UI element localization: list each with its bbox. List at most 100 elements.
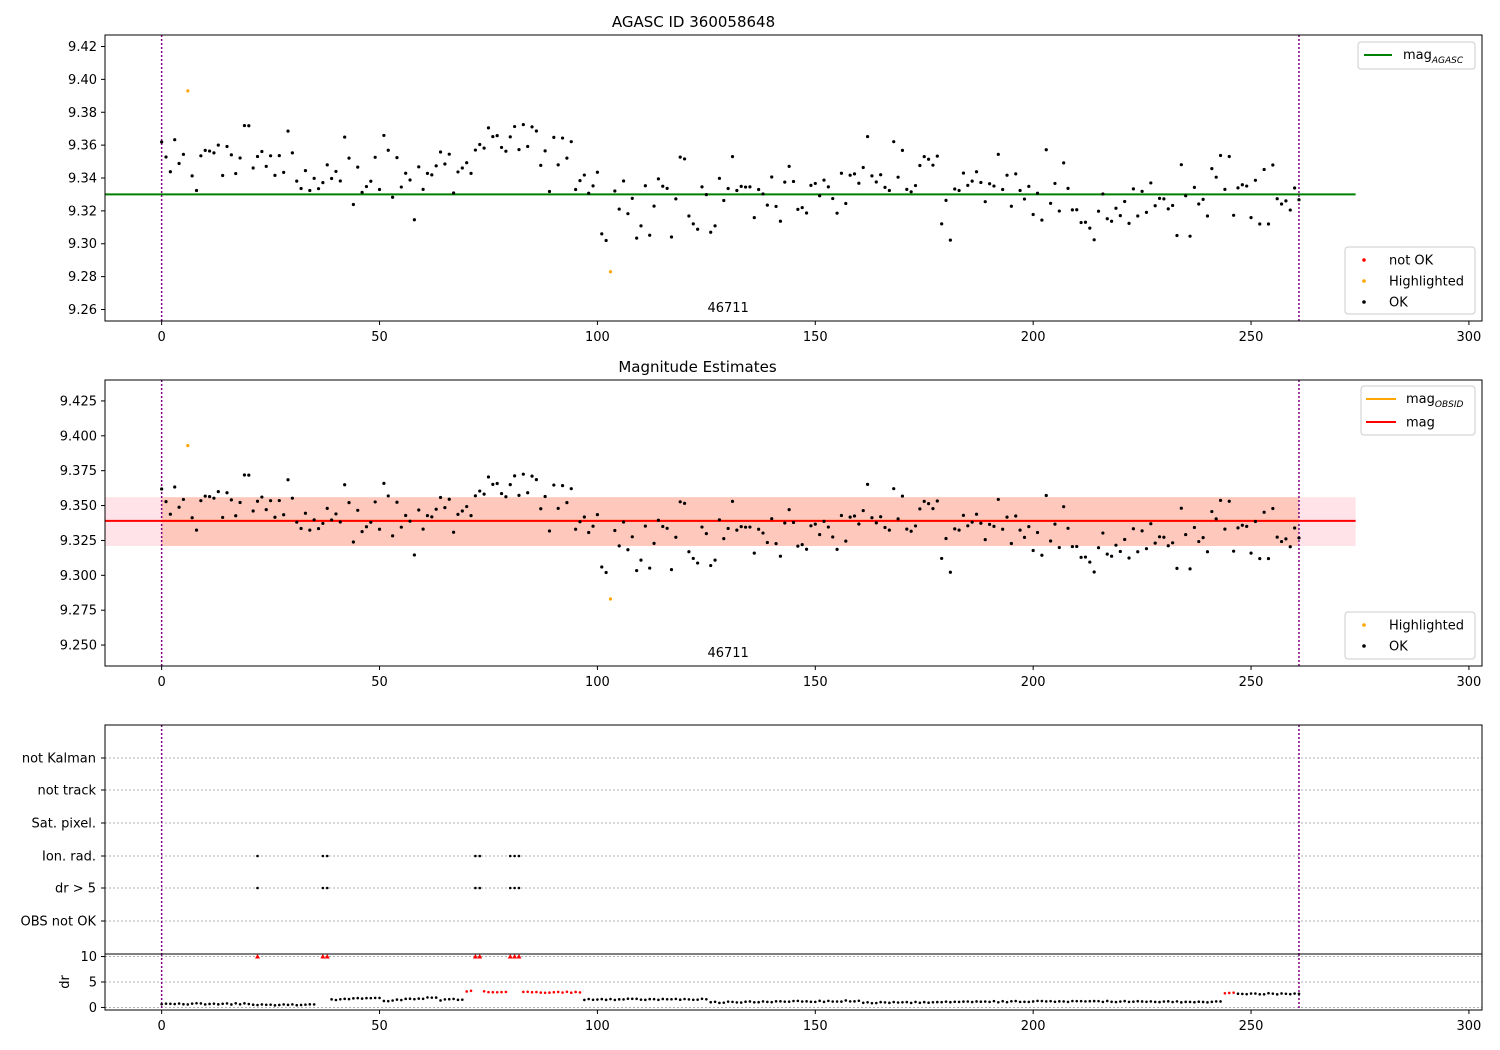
dr-point [1166, 1000, 1170, 1003]
data-point [164, 500, 168, 504]
legend-label: Highlighted [1389, 619, 1464, 634]
data-point [931, 507, 935, 511]
dr-point [630, 997, 634, 1001]
data-point [425, 171, 430, 175]
dr-point [722, 1001, 726, 1004]
data-point [613, 528, 617, 533]
dr-point [652, 997, 656, 1001]
data-point [1070, 208, 1074, 212]
data-point [770, 175, 774, 179]
data-point [778, 219, 783, 223]
data-point [1040, 218, 1044, 222]
data-point [173, 138, 177, 142]
data-point [1027, 184, 1031, 188]
data-point [547, 529, 552, 533]
dr-point [874, 1001, 878, 1005]
data-point [1249, 216, 1253, 220]
data-point [643, 524, 647, 528]
legend-label: magOBSID [1406, 392, 1464, 410]
legend-label: magAGASC [1403, 48, 1464, 66]
dr-point [1197, 1000, 1201, 1004]
data-point [1262, 510, 1266, 514]
data-point [569, 487, 573, 491]
dr-point [413, 997, 416, 1001]
dr-point [330, 998, 333, 1001]
dr-point [766, 1000, 769, 1004]
dr-point [774, 1000, 778, 1003]
data-point [813, 522, 817, 526]
dr-point [256, 1003, 259, 1007]
y-tick-label: 9.350 [60, 499, 97, 514]
data-point [395, 156, 399, 160]
legend-marker [1362, 300, 1366, 304]
legend-point-flags [1344, 246, 1476, 315]
dr-point [443, 998, 447, 1001]
data-point [970, 179, 974, 183]
data-point [417, 165, 421, 169]
data-point [325, 163, 329, 167]
dr-point [1101, 1000, 1105, 1004]
data-point [1123, 199, 1127, 204]
dr-point [1071, 999, 1074, 1003]
dr-point [1267, 991, 1270, 995]
dr-point [853, 1000, 856, 1003]
x-tick-label: 300 [1457, 675, 1482, 690]
data-point [1014, 172, 1018, 176]
data-point [1040, 553, 1044, 557]
axes-2 [104, 379, 1483, 667]
data-point [735, 188, 739, 193]
data-point [892, 487, 896, 491]
data-point [1144, 210, 1149, 214]
legend-label: not OK [1389, 254, 1434, 269]
data-point [600, 232, 604, 236]
dr-point [896, 1001, 900, 1004]
data-point [948, 238, 952, 242]
flag-point [513, 886, 516, 890]
dr-point [1227, 991, 1231, 995]
chart-title: Magnitude Estimates [618, 358, 776, 376]
data-point [652, 204, 656, 208]
flag-point [513, 854, 516, 858]
y-tick-label: 9.36 [68, 139, 97, 154]
data-point [569, 140, 573, 144]
data-point [391, 195, 395, 199]
data-point [940, 222, 944, 226]
x-tick-label: 300 [1457, 330, 1482, 345]
data-point [478, 142, 482, 147]
data-point [1001, 527, 1005, 531]
data-point [556, 163, 560, 167]
data-point [626, 548, 630, 552]
data-point [539, 507, 543, 511]
dr-point [264, 1003, 268, 1007]
data-point [160, 487, 164, 491]
data-point [809, 183, 813, 187]
dr-point [792, 999, 795, 1003]
y-tick-label: 9.40 [68, 73, 97, 88]
data-point [687, 214, 691, 218]
data-point [1205, 214, 1210, 218]
dr-point [966, 1000, 970, 1003]
data-point [1284, 199, 1288, 203]
data-point [234, 171, 238, 176]
dr-point [343, 997, 346, 1001]
data-point [1140, 189, 1144, 193]
data-point [621, 520, 626, 524]
data-point [404, 171, 408, 175]
data-point [1035, 530, 1040, 535]
data-point [966, 183, 970, 187]
data-point [918, 163, 922, 168]
dr-point [892, 1000, 896, 1004]
dr-point [691, 998, 695, 1002]
data-point [1297, 536, 1301, 540]
data-point [478, 489, 482, 493]
dr-point [604, 998, 608, 1002]
dr-point [626, 997, 630, 1001]
dr-point [997, 1000, 1000, 1004]
dr-point [1214, 1000, 1218, 1003]
data-point [190, 174, 194, 178]
data-point [1201, 197, 1205, 201]
dr-point [783, 1000, 787, 1003]
data-point [896, 517, 900, 521]
dr-point [500, 990, 503, 994]
data-point [221, 173, 225, 178]
